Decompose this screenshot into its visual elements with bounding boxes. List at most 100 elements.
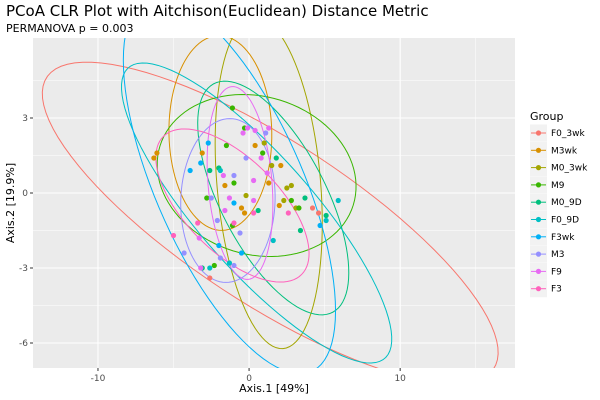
legend-label: M9 (551, 181, 565, 191)
point-m3wk (151, 155, 157, 161)
point-m3 (208, 195, 214, 201)
point-f9 (240, 130, 246, 136)
point-f9 (264, 170, 270, 176)
point-m3wk (199, 150, 205, 156)
point-m9 (296, 205, 302, 211)
plot-panel-background (33, 38, 515, 368)
legend-key-point (535, 251, 542, 257)
point-f3wk (198, 160, 204, 166)
point-f3 (285, 210, 291, 216)
point-f3 (195, 220, 201, 226)
point-m0-3wk (288, 182, 294, 189)
legend-key-point (535, 165, 542, 171)
point-m0-9d (297, 227, 304, 234)
point-f9 (251, 177, 257, 184)
x-tick-label: 0 (246, 374, 252, 384)
legend-label: F0_9D (551, 216, 579, 226)
point-m0-9d (255, 207, 261, 214)
legend-label: F0_3wk (551, 129, 585, 139)
point-f9 (196, 235, 202, 241)
point-m0-9d (302, 195, 308, 201)
point-f9 (226, 195, 233, 201)
legend-label: F3 (551, 285, 562, 295)
x-tick-label: 10 (394, 374, 406, 384)
point-m3 (237, 230, 243, 236)
y-tick-label: 0 (22, 189, 28, 199)
legend-key-point (535, 216, 542, 223)
point-m0-3wk (261, 140, 267, 146)
legend-key-point (535, 147, 542, 153)
point-f9 (222, 207, 228, 214)
point-m9 (211, 262, 217, 269)
point-m3 (214, 217, 220, 224)
point-m0-3wk (269, 162, 275, 169)
point-m3wk (278, 162, 284, 169)
point-f0-9d (335, 197, 341, 204)
point-m9 (204, 195, 210, 201)
ellipse-f9 (206, 86, 274, 280)
point-m0-3wk (281, 197, 287, 204)
point-m3wk (276, 202, 282, 209)
point-f0-9d (323, 217, 329, 224)
point-f3wk (187, 167, 193, 174)
legend-key-point (535, 268, 542, 274)
point-m3 (217, 255, 223, 261)
legend-item-f3: F3 (530, 280, 562, 298)
point-f0-9d (217, 167, 223, 174)
legend-item-m3: M3 (530, 245, 565, 263)
point-f3wk (238, 250, 245, 256)
point-f0-3wk (315, 210, 322, 216)
x-tick-label: -10 (91, 374, 106, 384)
legend-key-point (535, 199, 542, 205)
ellipse-f0-9d (121, 62, 393, 364)
y-axis-title: Axis.2 [19.9%] (4, 163, 17, 243)
legend-label: M0_9D (551, 198, 582, 208)
legend-item-f3wk: F3wk (530, 228, 575, 246)
point-m3wk (222, 182, 228, 189)
legend-item-f9: F9 (530, 262, 562, 280)
point-m0-9d (273, 155, 279, 161)
point-f9 (220, 172, 226, 179)
legend-label: M0_3wk (551, 164, 588, 174)
legend-item-m3wk: M3wk (530, 141, 578, 159)
point-f3wk (216, 242, 222, 249)
point-m3 (243, 155, 249, 161)
y-axis-ticks: -6 -3 0 3 (19, 114, 33, 349)
legend-title: Group (530, 110, 564, 123)
point-m3 (181, 250, 187, 256)
point-f0-9d (207, 265, 213, 271)
point-m3wk (238, 205, 245, 211)
point-f9 (251, 197, 257, 204)
point-f9 (266, 125, 272, 131)
point-f9 (252, 127, 258, 134)
ellipse-f0-3wk (41, 61, 499, 368)
legend-key-point (535, 182, 542, 188)
point-f3 (231, 220, 237, 226)
legend-item-m0-9d: M0_9D (530, 193, 582, 211)
sample-points (151, 105, 341, 281)
chart-subtitle: PERMANOVA p = 0.003 (6, 22, 134, 35)
x-axis-title: Axis.1 [49%] (239, 382, 309, 395)
point-m3wk (252, 142, 258, 149)
point-f0-3wk (309, 205, 316, 211)
point-m3wk (241, 210, 248, 216)
point-m3 (263, 130, 269, 136)
ellipse-f3 (155, 128, 310, 283)
legend: Group F0_3wk M3wk M0_3wk M9 M0_9D F0_9D F3wk M3… (530, 110, 588, 298)
ellipse-m0-3wk (214, 38, 323, 350)
minor-gridlines (33, 38, 515, 368)
point-f3wk (205, 140, 211, 146)
legend-item-f0-3wk: F0_3wk (530, 124, 585, 142)
point-m9 (288, 197, 294, 204)
point-m3wk (154, 150, 160, 156)
point-f0-9d (226, 260, 233, 266)
point-f0-9d (270, 237, 276, 244)
legend-key-point (535, 130, 542, 136)
legend-label: M3wk (551, 146, 578, 156)
point-m9 (260, 150, 266, 156)
point-m0-3wk (243, 192, 249, 199)
point-f9 (258, 155, 264, 161)
legend-label: F9 (551, 267, 562, 277)
